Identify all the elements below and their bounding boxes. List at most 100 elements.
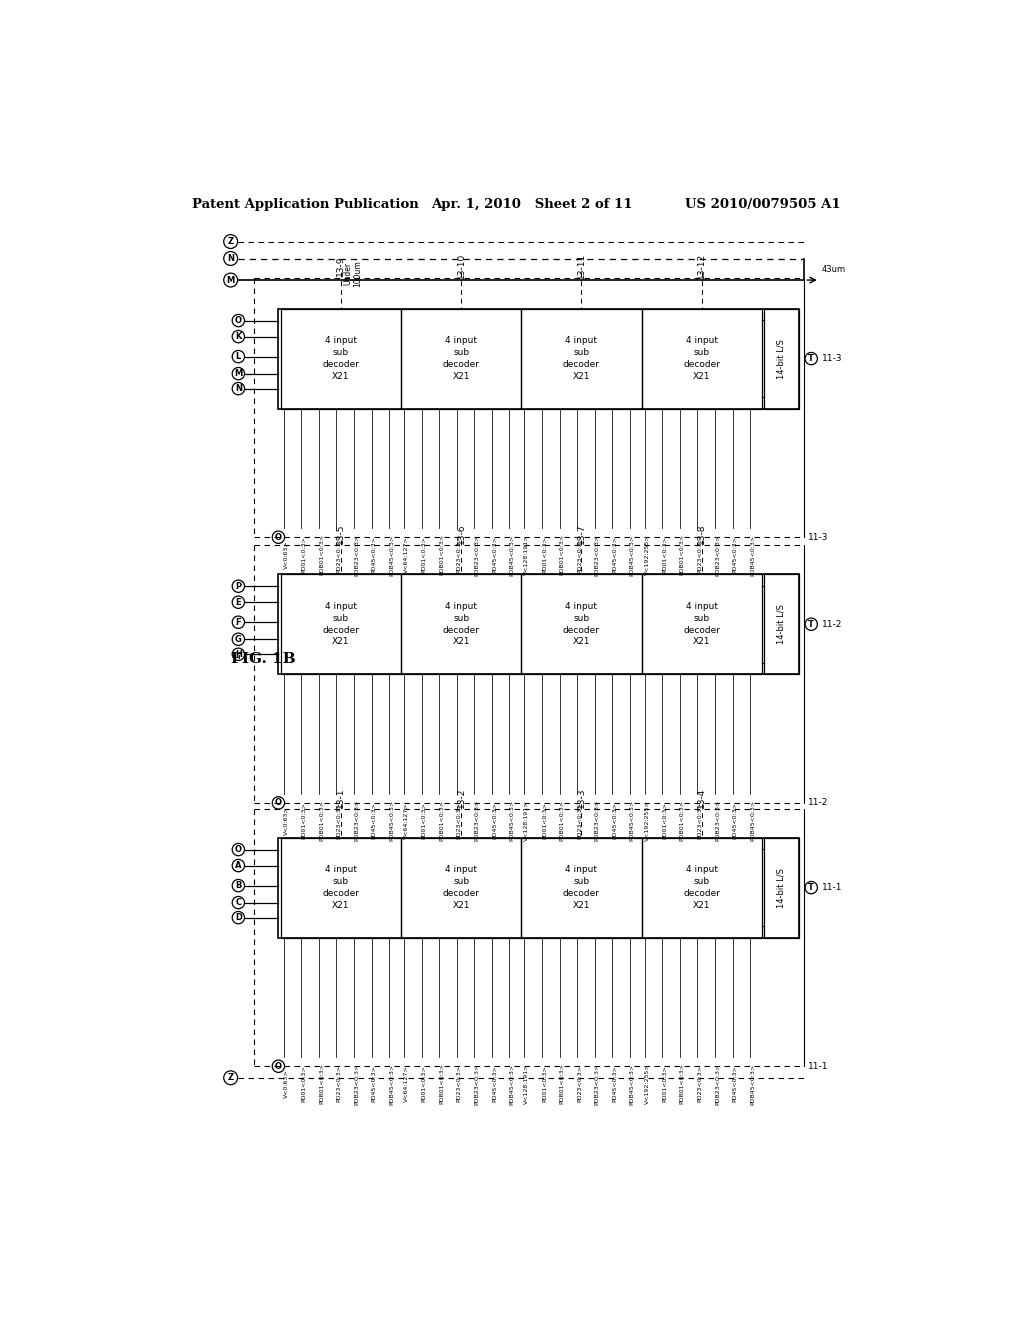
Text: PD01<0:3>: PD01<0:3> [663,803,668,840]
Text: PDB23<0:3>: PDB23<0:3> [354,535,359,576]
Text: PD45<0:3>: PD45<0:3> [492,536,497,573]
Text: F: F [236,618,242,627]
Bar [764,838,799,937]
Text: M: M [226,276,234,285]
Text: E: E [236,598,242,607]
Text: 13-11: 13-11 [577,253,586,280]
Text: 13-7: 13-7 [577,523,586,544]
Text: V<128:191>: V<128:191> [524,1064,529,1104]
Bar [764,309,799,409]
Text: PDB45<0:3>: PDB45<0:3> [510,800,514,841]
Text: Apr. 1, 2010   Sheet 2 of 11: Apr. 1, 2010 Sheet 2 of 11 [431,198,633,211]
Text: V<128:191>: V<128:191> [524,800,529,841]
Text: PDB01<0:3>: PDB01<0:3> [439,1064,444,1105]
Text: PDB23<0:3>: PDB23<0:3> [595,535,600,576]
Text: Z: Z [227,1073,233,1082]
Bar [401,574,521,675]
Text: O: O [274,533,282,541]
Text: 11-3: 11-3 [808,533,828,541]
Text: PD45<0:3>: PD45<0:3> [732,803,737,840]
Text: N: N [227,253,234,263]
Text: PD23<0:3>: PD23<0:3> [337,536,341,573]
Text: PD23<0:3>: PD23<0:3> [457,803,462,840]
Text: PDB23<0:3>: PDB23<0:3> [354,1064,359,1105]
Text: PDB01<0:3>: PDB01<0:3> [680,535,685,576]
Text: PD23<0:3>: PD23<0:3> [697,803,702,840]
Text: 13-1: 13-1 [336,787,345,808]
Bar [521,574,642,675]
Text: PDB45<0:3>: PDB45<0:3> [751,1064,755,1105]
Text: 11-2: 11-2 [822,620,843,628]
Bar [281,309,401,409]
Text: K: K [236,333,242,341]
Text: O: O [234,845,242,854]
Text: PD45<0:3>: PD45<0:3> [492,1065,497,1102]
Text: A: A [236,861,242,870]
Text: PD45<0:3>: PD45<0:3> [612,1065,617,1102]
Text: Patent Application Publication: Patent Application Publication [193,198,419,211]
Text: PDB23<0:3>: PDB23<0:3> [715,1064,720,1105]
Text: PD45<0:3>: PD45<0:3> [732,536,737,573]
Text: PDB45<0:3>: PDB45<0:3> [510,1064,514,1105]
Text: L: L [236,352,241,362]
Text: B: B [236,880,242,890]
Bar [281,838,401,937]
Text: PDB45<0:3>: PDB45<0:3> [630,535,635,576]
Text: PD01<0:3>: PD01<0:3> [542,803,547,840]
Text: 13-5: 13-5 [336,523,345,544]
Text: PD45<0:3>: PD45<0:3> [372,803,377,840]
Text: 4 input
sub
decoder
X21: 4 input sub decoder X21 [323,337,359,380]
Text: PDB01<0:3>: PDB01<0:3> [559,800,564,841]
Text: PDB23<0:3>: PDB23<0:3> [715,535,720,576]
Text: T: T [808,354,814,363]
Text: 13-8: 13-8 [697,523,707,544]
Text: PDB23<0:3>: PDB23<0:3> [595,1064,600,1105]
Text: 4 input
sub
decoder
X21: 4 input sub decoder X21 [323,866,359,909]
Bar [401,838,521,937]
Text: 14-bit L/S: 14-bit L/S [777,339,785,379]
Text: PDB23<0:3>: PDB23<0:3> [715,800,720,841]
Text: V<192:255>: V<192:255> [645,535,649,576]
Text: PDB45<0:3>: PDB45<0:3> [510,535,514,576]
Text: 14-bit L/S: 14-bit L/S [777,605,785,644]
Text: V<128:191>: V<128:191> [524,535,529,576]
Text: PDB01<0:3>: PDB01<0:3> [559,535,564,576]
Text: V<0:63>: V<0:63> [284,541,289,569]
Text: T: T [808,883,814,892]
Text: PD01<0:3>: PD01<0:3> [422,536,427,573]
Text: 4 input
sub
decoder
X21: 4 input sub decoder X21 [683,866,720,909]
Text: PD45<0:3>: PD45<0:3> [732,1065,737,1102]
Text: N: N [234,384,242,393]
Text: H: H [234,649,242,659]
Text: 13-4: 13-4 [697,787,707,808]
Text: PD01<0:3>: PD01<0:3> [301,803,306,840]
Text: PD01<0:3>: PD01<0:3> [542,536,547,573]
Text: 13-12: 13-12 [697,253,707,280]
Text: PDB23<0:3>: PDB23<0:3> [474,1064,479,1105]
Bar [281,574,401,675]
Text: PD23<0:3>: PD23<0:3> [337,1065,341,1102]
Bar [279,309,799,409]
Bar [279,838,799,937]
Bar [521,838,642,937]
Text: PDB23<0:3>: PDB23<0:3> [474,800,479,841]
Text: PD23<0:3>: PD23<0:3> [578,536,582,573]
Text: PD01<0:3>: PD01<0:3> [663,1065,668,1102]
Text: PDB01<0:3>: PDB01<0:3> [559,1064,564,1105]
Text: PD23<0:3>: PD23<0:3> [457,1065,462,1102]
Text: PDB45<0:3>: PDB45<0:3> [389,1064,394,1105]
Text: 13-2: 13-2 [457,787,466,808]
Text: 4 input
sub
decoder
X21: 4 input sub decoder X21 [442,602,479,647]
Text: PD23<0:3>: PD23<0:3> [697,1065,702,1102]
Text: P: P [236,582,242,591]
Text: PDB01<0:3>: PDB01<0:3> [318,800,324,841]
Text: PD23<0:3>: PD23<0:3> [578,1065,582,1102]
Text: PDB01<0:3>: PDB01<0:3> [680,800,685,841]
Text: 11-1: 11-1 [822,883,843,892]
Text: Under
100um: Under 100um [343,260,362,286]
Text: PDB23<0:3>: PDB23<0:3> [595,800,600,841]
Text: PD45<0:3>: PD45<0:3> [612,803,617,840]
Text: V<64:127>: V<64:127> [404,537,410,573]
Text: PDB23<0:3>: PDB23<0:3> [474,535,479,576]
Text: PD23<0:3>: PD23<0:3> [337,803,341,840]
